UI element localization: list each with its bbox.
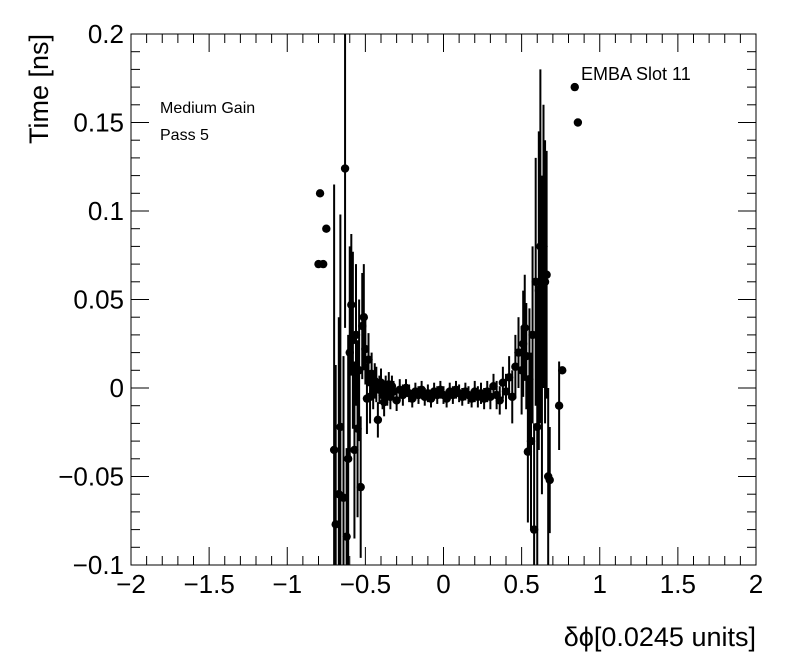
data-point [542,270,551,279]
x-axis-title: δϕ[0.0245 units] [564,622,756,652]
data-point [322,224,331,233]
x-tick-label: 0.5 [504,569,540,599]
data-point [531,277,540,286]
annotation-slot: EMBA Slot 11 [581,64,691,84]
data-point [514,348,523,357]
x-tick-label: −0.5 [340,569,391,599]
data-point [545,475,554,485]
x-tick-label: 2 [749,569,763,599]
data-point [528,330,537,340]
data-point [315,189,325,198]
data-point [364,355,373,364]
x-tick-label: 1.5 [660,569,696,599]
data-point [373,415,383,425]
data-point [426,394,436,403]
y-axis-title: Time [ns] [24,34,54,144]
y-tick-label: −0.05 [58,462,124,492]
data-point [340,164,350,173]
data-point [359,313,369,322]
y-tick-label: −0.1 [73,550,124,580]
x-tick-label: −1.5 [183,569,234,599]
data-point [331,520,340,529]
data-point [504,373,514,382]
data-point [417,385,426,394]
data-point [354,366,364,375]
data-point [508,392,517,402]
x-tick-label: 0 [436,569,450,599]
data-point [501,387,511,396]
data-point [495,396,504,405]
data-point [529,525,539,534]
y-tick-label: 0.1 [88,196,124,226]
data-point [511,362,520,371]
x-tick-labels: −2 −1.5 −1 −0.5 0 0.5 1 1.5 2 [116,569,763,599]
data-point [573,118,583,127]
data-point [558,366,567,375]
data-point [489,382,498,391]
data-point [356,482,365,492]
data-point [318,259,328,269]
data-point [339,493,348,502]
data-point [498,378,508,387]
x-tick-label: 1 [593,569,607,599]
data-point [336,422,345,432]
axis-ticks [130,33,757,566]
data-point [342,532,351,541]
annotation-gain: Medium Gain [160,100,255,117]
data-point [347,300,356,310]
data-point [351,330,361,340]
y-tick-label: 0 [110,373,124,403]
y-tick-labels: −0.1 −0.05 0 0.05 0.1 0.15 0.2 [58,19,124,580]
data-point [442,394,451,403]
y-tick-label: 0.2 [88,19,124,49]
data-point [520,323,529,333]
data-point [408,394,417,403]
data-point [570,82,579,92]
annotation-pass: Pass 5 [160,127,209,144]
data-point [343,454,353,463]
y-tick-label: 0.05 [73,285,124,315]
data-point [526,436,536,446]
data-point [392,396,401,405]
y-tick-label: 0.15 [73,108,124,138]
data-point [329,445,339,455]
data-point [540,277,550,286]
data-point [554,401,564,410]
data-point [533,422,542,432]
data-points [314,34,583,565]
data-point [361,344,370,354]
data-point [350,445,359,455]
x-tick-label: −1 [272,569,302,599]
data-point [522,351,531,361]
x-tick-label: −2 [116,569,146,599]
